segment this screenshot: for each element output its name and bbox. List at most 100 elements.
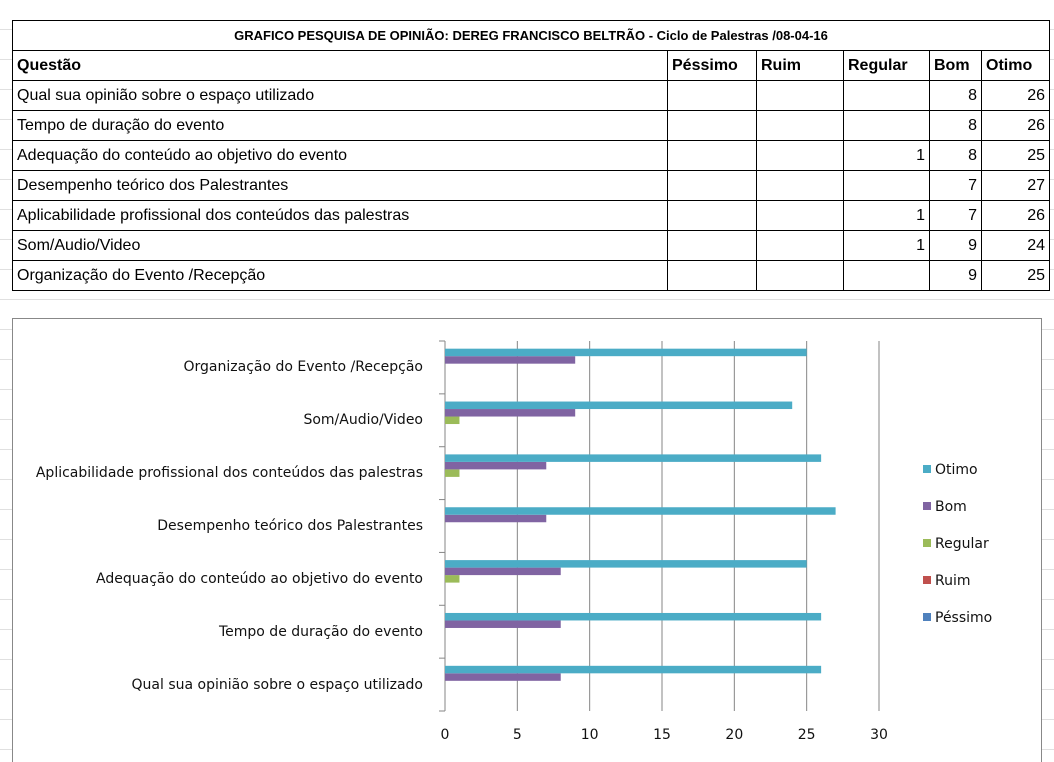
value-cell: 24 <box>981 230 1050 261</box>
value-cell <box>843 170 930 201</box>
value-cell: 1 <box>843 200 930 231</box>
x-tick-label: 15 <box>653 727 671 743</box>
bar <box>445 507 836 515</box>
value-cell <box>667 200 757 231</box>
table-row: Som/Audio/Video 1 9 24 <box>12 230 1050 261</box>
table-row: Desempenho teórico dos Palestrantes 7 27 <box>12 170 1050 201</box>
category-label: Tempo de duração do evento <box>218 623 423 640</box>
value-cell <box>756 110 844 141</box>
bar <box>445 673 561 681</box>
category-label: Aplicabilidade profissional dos conteúdo… <box>35 465 423 482</box>
bar <box>445 514 547 523</box>
value-cell: 7 <box>929 200 982 231</box>
question-cell: Tempo de duração do evento <box>12 110 668 141</box>
bar <box>445 401 793 410</box>
column-header: Ruim <box>756 50 844 81</box>
value-cell <box>667 230 757 261</box>
category-label: Som/Audio/Video <box>303 412 423 429</box>
value-cell: 26 <box>981 200 1050 231</box>
value-cell <box>756 80 844 111</box>
category-label: Qual sua opinião sobre o espaço utilizad… <box>131 676 423 693</box>
legend-swatch <box>923 539 931 547</box>
bar <box>445 575 460 583</box>
category-label: Adequação do conteúdo ao objetivo do eve… <box>96 570 423 587</box>
bar <box>445 348 807 357</box>
question-cell: Adequação do conteúdo ao objetivo do eve… <box>12 140 668 171</box>
chart: 0 5 10 15 20 25 30 Otimo Bom Regular Ruim Péssimo Q… <box>12 318 1042 762</box>
bar <box>445 560 807 568</box>
column-header: Bom <box>929 50 982 81</box>
value-cell <box>667 140 757 171</box>
value-cell <box>667 80 757 111</box>
chart-svg: 0 5 10 15 20 25 30 Otimo Bom Regular Ruim Péssimo <box>439 340 992 743</box>
value-cell: 8 <box>929 140 982 171</box>
value-cell: 1 <box>843 230 930 261</box>
column-header: Otimo <box>981 50 1050 81</box>
question-cell: Qual sua opinião sobre o espaço utilizad… <box>12 80 668 111</box>
value-cell: 26 <box>981 110 1050 141</box>
value-cell <box>756 260 844 291</box>
legend-label: Regular <box>935 536 989 552</box>
bar <box>445 620 561 628</box>
bar <box>445 356 576 364</box>
table-row: Organização do Evento /Recepção 9 25 <box>12 260 1050 291</box>
bar <box>445 665 822 674</box>
x-tick-label: 5 <box>513 727 522 743</box>
legend-swatch <box>923 502 931 510</box>
value-cell: 25 <box>981 140 1050 171</box>
value-cell: 26 <box>981 80 1050 111</box>
category-label: Organização do Evento /Recepção <box>183 359 423 376</box>
value-cell: 8 <box>929 80 982 111</box>
value-cell: 8 <box>929 110 982 141</box>
bar <box>445 454 822 462</box>
legend-swatch <box>923 613 931 621</box>
x-tick-label: 25 <box>798 727 816 743</box>
question-cell: Aplicabilidade profissional dos conteúdo… <box>12 200 668 231</box>
table-row: Aplicabilidade profissional dos conteúdo… <box>12 200 1050 231</box>
value-cell: 9 <box>929 230 982 261</box>
bar <box>445 416 460 425</box>
x-tick-label: 30 <box>870 727 888 743</box>
value-cell <box>667 260 757 291</box>
value-cell <box>843 260 930 291</box>
value-cell <box>756 200 844 231</box>
table-title: GRAFICO PESQUISA DE OPINIÃO: DEREG FRANC… <box>12 20 1050 51</box>
value-cell <box>756 170 844 201</box>
legend-swatch <box>923 465 931 473</box>
column-header: Péssimo <box>667 50 757 81</box>
survey-table: GRAFICO PESQUISA DE OPINIÃO: DEREG FRANC… <box>12 20 1050 291</box>
value-cell <box>756 140 844 171</box>
value-cell <box>843 80 930 111</box>
bar <box>445 612 822 621</box>
legend-label: Ruim <box>935 573 971 589</box>
value-cell <box>756 230 844 261</box>
column-header: Questão <box>12 50 668 81</box>
value-cell: 25 <box>981 260 1050 291</box>
category-label: Desempenho teórico dos Palestrantes <box>157 518 423 534</box>
legend-label: Bom <box>935 499 967 515</box>
legend-label: Otimo <box>935 462 978 478</box>
value-cell: 9 <box>929 260 982 291</box>
value-cell: 7 <box>929 170 982 201</box>
bar <box>445 461 547 470</box>
value-cell: 27 <box>981 170 1050 201</box>
value-cell <box>667 110 757 141</box>
question-cell: Desempenho teórico dos Palestrantes <box>12 170 668 201</box>
legend-swatch <box>923 576 931 584</box>
table-row: Tempo de duração do evento 8 26 <box>12 110 1050 141</box>
value-cell <box>843 110 930 141</box>
x-tick-label: 10 <box>581 727 599 743</box>
value-cell: 1 <box>843 140 930 171</box>
x-tick-label: 0 <box>441 727 450 743</box>
column-header: Regular <box>843 50 930 81</box>
table-row: Adequação do conteúdo ao objetivo do eve… <box>12 140 1050 171</box>
legend-label: Péssimo <box>935 610 992 626</box>
question-cell: Organização do Evento /Recepção <box>12 260 668 291</box>
header-row: Questão Péssimo Ruim Regular Bom Otimo <box>12 50 1050 81</box>
value-cell <box>667 170 757 201</box>
bar <box>445 567 561 576</box>
bar <box>445 409 576 417</box>
bar <box>445 469 460 477</box>
x-tick-label: 20 <box>725 727 743 743</box>
